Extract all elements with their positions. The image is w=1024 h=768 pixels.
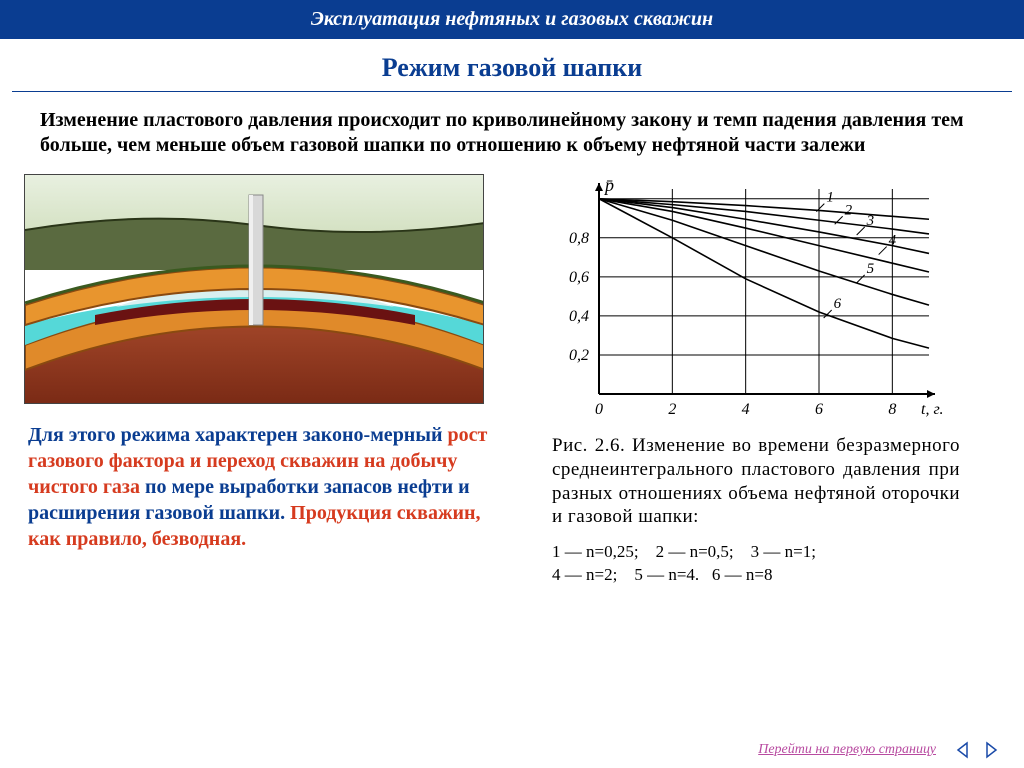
- header-title: Эксплуатация нефтяных и газовых скважин: [311, 8, 713, 30]
- legend-3: 3 — n=1;: [751, 542, 816, 561]
- svg-text:0: 0: [595, 401, 603, 418]
- svg-text:6: 6: [834, 296, 842, 312]
- paragraph-2: Для этого режима характерен законо-мерны…: [24, 404, 504, 552]
- svg-text:4: 4: [742, 401, 750, 418]
- figure-legend: 1 — n=0,25; 2 — n=0,5; 3 — n=1; 4 — n=2;…: [524, 537, 964, 587]
- svg-text:1: 1: [826, 190, 834, 206]
- legend-1: 1 — n=0,25;: [552, 542, 639, 561]
- svg-text:0,4: 0,4: [569, 308, 589, 325]
- header-bar: Эксплуатация нефтяных и газовых скважин: [0, 0, 1024, 39]
- svg-text:8: 8: [888, 401, 896, 418]
- nav-arrows: [954, 740, 1000, 760]
- page-title: Режим газовой шапки: [12, 39, 1012, 92]
- figure-caption: Рис. 2.6. Изменение во времени безразмер…: [524, 424, 964, 537]
- svg-text:6: 6: [815, 401, 823, 418]
- svg-text:4: 4: [889, 233, 897, 249]
- prev-arrow-icon[interactable]: [954, 740, 974, 760]
- next-arrow-icon[interactable]: [980, 740, 1000, 760]
- svg-text:p̄: p̄: [603, 175, 614, 195]
- footer: Перейти на первую страницу: [758, 740, 1000, 760]
- legend-4: 4 — n=2;: [552, 565, 617, 584]
- p2-pre: Для этого режима характерен законо-мерны…: [28, 424, 447, 446]
- pressure-chart: 024680,20,40,60,8t, г.p̄123456: [544, 174, 944, 424]
- first-page-link[interactable]: Перейти на первую страницу: [758, 742, 936, 758]
- svg-text:2: 2: [668, 401, 676, 418]
- svg-text:3: 3: [866, 213, 875, 229]
- intro-text: Изменение пластового давления происходит…: [0, 92, 1024, 166]
- svg-text:2: 2: [845, 202, 853, 218]
- legend-5: 5 — n=4.: [634, 565, 699, 584]
- svg-text:0,2: 0,2: [569, 347, 589, 364]
- svg-text:5: 5: [867, 261, 875, 277]
- legend-6: 6 — n=8: [712, 565, 773, 584]
- right-column: 024680,20,40,60,8t, г.p̄123456 Рис. 2.6.…: [524, 174, 964, 587]
- svg-text:0,8: 0,8: [569, 230, 589, 247]
- content-row: Для этого режима характерен законо-мерны…: [0, 166, 1024, 587]
- svg-text:t, г.: t, г.: [921, 401, 943, 418]
- geological-diagram: [24, 174, 484, 404]
- left-column: Для этого режима характерен законо-мерны…: [24, 174, 504, 587]
- legend-2: 2 — n=0,5;: [656, 542, 734, 561]
- svg-text:0,6: 0,6: [569, 269, 589, 286]
